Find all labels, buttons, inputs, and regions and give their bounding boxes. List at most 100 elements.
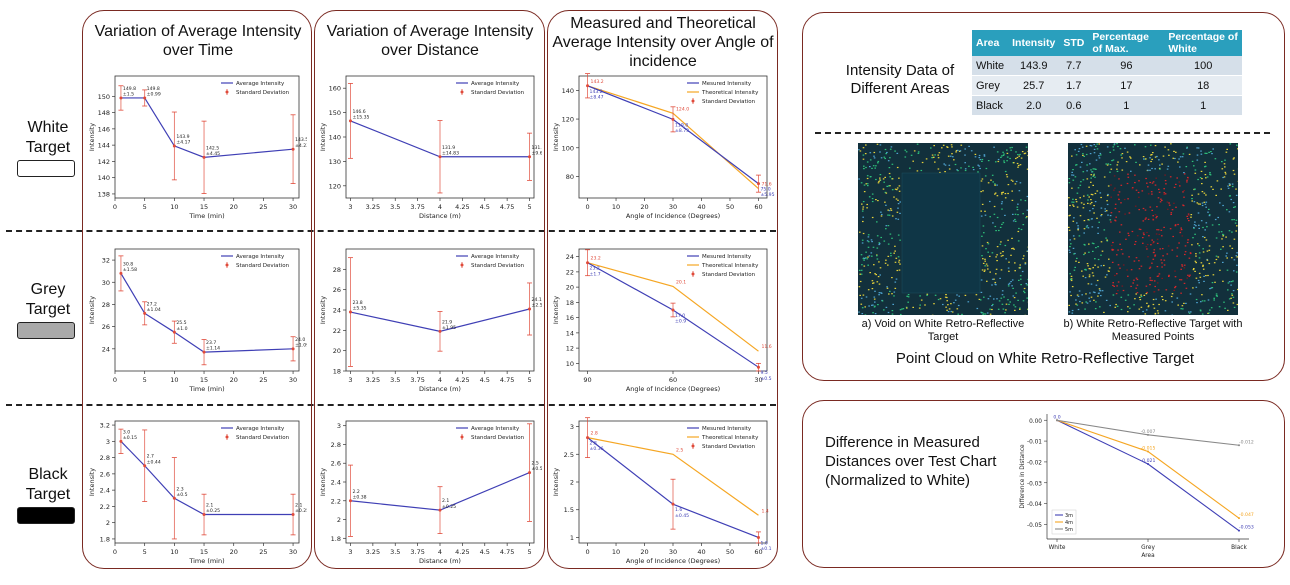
data-point xyxy=(1147,433,1149,436)
point-cloud-point xyxy=(1163,264,1166,266)
point-cloud-point xyxy=(956,169,958,171)
point-cloud-point xyxy=(1012,247,1014,249)
point-cloud-point xyxy=(1232,169,1235,172)
point-cloud-point xyxy=(1009,157,1011,160)
point-cloud-point xyxy=(1147,164,1150,166)
data-label: ±5.35 xyxy=(352,306,366,312)
point-cloud-point xyxy=(1106,239,1108,241)
point-cloud-point xyxy=(878,180,880,183)
point-cloud-point xyxy=(1130,170,1132,172)
point-cloud-point xyxy=(1125,238,1127,240)
point-cloud-point xyxy=(1078,235,1081,237)
point-cloud-point xyxy=(981,158,984,161)
point-cloud-point xyxy=(1208,312,1210,314)
point-cloud-point xyxy=(1150,191,1153,193)
point-cloud-point xyxy=(1016,162,1019,165)
table-row: Grey 25.7 1.7 17 18 xyxy=(972,75,1242,96)
data-point xyxy=(756,365,760,369)
point-cloud-point xyxy=(889,176,891,178)
point-cloud-point xyxy=(1095,284,1098,286)
legend-entry: Average Intensity xyxy=(236,426,285,432)
point-cloud-point xyxy=(1001,193,1003,195)
point-cloud-point xyxy=(1018,190,1021,192)
x-tick-label: 3.75 xyxy=(410,203,424,211)
y-tick-label: 160 xyxy=(329,85,341,93)
point-cloud-point xyxy=(1152,298,1155,301)
point-cloud-point xyxy=(1188,215,1190,217)
point-cloud-point xyxy=(1145,246,1148,248)
x-tick-label: 30 xyxy=(669,548,677,556)
point-cloud-point xyxy=(863,265,866,267)
point-cloud-point xyxy=(865,183,868,185)
point-cloud-point xyxy=(1085,293,1087,295)
point-cloud-point xyxy=(1013,304,1015,306)
point-cloud-point xyxy=(1090,181,1092,183)
point-cloud-point xyxy=(866,177,869,180)
point-cloud-point xyxy=(1089,144,1092,147)
point-cloud-point xyxy=(1005,258,1007,260)
point-cloud-point xyxy=(920,169,923,172)
point-cloud-point xyxy=(986,265,989,267)
point-cloud-point xyxy=(1160,198,1162,200)
point-cloud-point xyxy=(996,254,998,256)
point-cloud-title: Point Cloud on White Retro-Reflective Ta… xyxy=(895,350,1195,367)
x-tick-label: 60 xyxy=(669,376,677,384)
point-cloud-point xyxy=(1014,262,1016,264)
point-cloud-point xyxy=(889,290,891,292)
point-cloud-point xyxy=(1197,212,1200,214)
point-cloud-point xyxy=(947,311,950,313)
point-cloud-point xyxy=(1192,237,1194,239)
point-cloud-point xyxy=(1227,187,1230,189)
point-cloud-point xyxy=(1087,199,1089,201)
point-cloud-point xyxy=(1078,148,1081,150)
point-cloud-point xyxy=(1221,161,1223,163)
point-cloud-point xyxy=(1023,292,1026,294)
x-tick-label: 4.75 xyxy=(500,203,514,211)
y-tick-label: 2.5 xyxy=(564,451,574,459)
point-cloud-point xyxy=(1178,158,1180,160)
point-cloud-point xyxy=(1157,197,1160,199)
point-cloud-point xyxy=(1083,243,1086,246)
point-cloud-point xyxy=(1137,191,1140,194)
point-cloud-point xyxy=(987,243,990,245)
point-cloud-point xyxy=(1190,214,1193,216)
point-cloud-point xyxy=(1152,215,1154,217)
point-cloud-point xyxy=(1134,205,1137,207)
separator-row-1 xyxy=(6,230,776,232)
data-label: ±0.44 xyxy=(147,459,161,465)
y-tick-label: 2.8 xyxy=(331,441,341,449)
data-label: ±0.52 xyxy=(532,466,542,472)
point-cloud-point xyxy=(1156,266,1159,268)
point-cloud-point xyxy=(978,298,981,300)
point-cloud-point xyxy=(1095,159,1098,161)
point-cloud-point xyxy=(1237,148,1238,150)
plot-frame xyxy=(114,420,300,544)
point-cloud-point xyxy=(1213,299,1215,301)
point-cloud-point xyxy=(1230,198,1232,201)
point-cloud-point xyxy=(1010,254,1012,256)
point-cloud-point xyxy=(1145,158,1147,160)
point-cloud-point xyxy=(1197,243,1199,245)
point-cloud-point xyxy=(1072,220,1075,222)
point-cloud-point xyxy=(980,180,983,182)
data-point xyxy=(1238,529,1240,532)
point-cloud-point xyxy=(1179,230,1182,232)
point-cloud-point xyxy=(1198,257,1201,259)
point-cloud-point xyxy=(1145,293,1148,295)
point-cloud-point xyxy=(1199,203,1201,205)
point-cloud-point xyxy=(1150,160,1152,163)
point-cloud-point xyxy=(893,295,895,297)
cell: Black xyxy=(972,95,1009,116)
point-cloud-point xyxy=(1200,170,1203,172)
point-cloud-point xyxy=(1176,247,1179,249)
x-tick-label: 4 xyxy=(438,203,442,211)
point-cloud-point xyxy=(1118,191,1121,193)
point-cloud-point xyxy=(1086,170,1088,172)
point-cloud-point xyxy=(866,161,869,163)
point-cloud-point xyxy=(1002,254,1004,257)
point-cloud-point xyxy=(1086,194,1089,196)
point-cloud-point xyxy=(1009,301,1011,303)
point-cloud-point xyxy=(1006,176,1009,178)
point-cloud-point xyxy=(1183,196,1185,198)
point-cloud-point xyxy=(1017,240,1020,242)
